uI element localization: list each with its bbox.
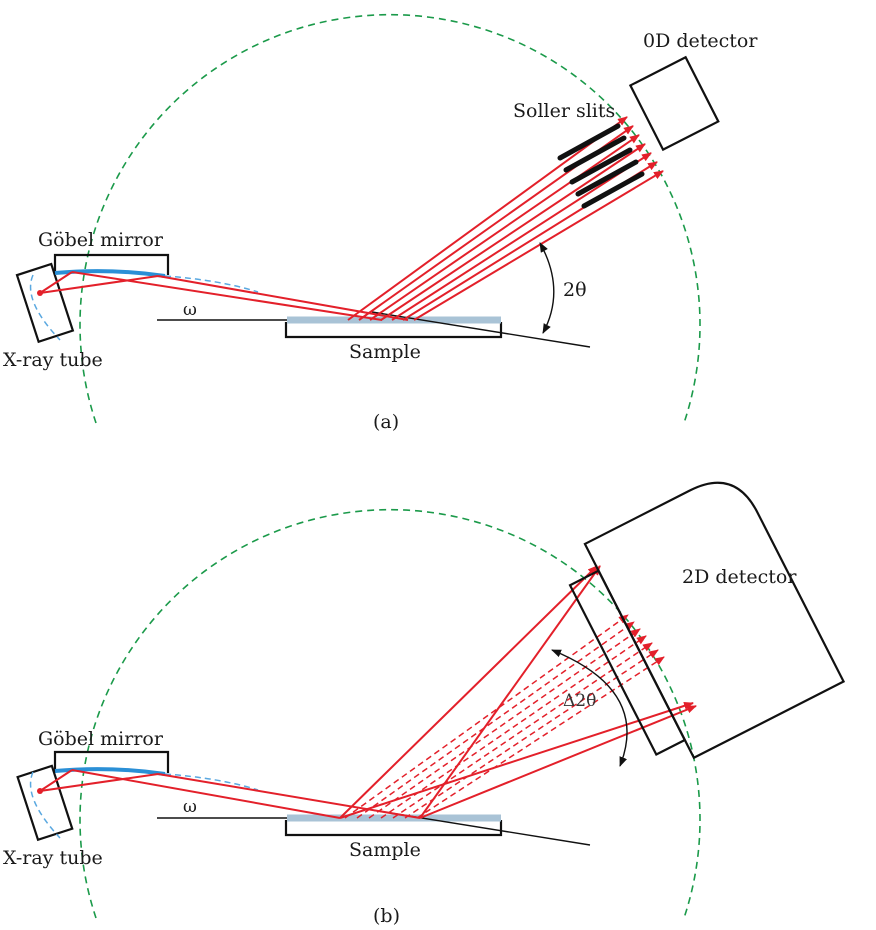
diffracted-beam-a-4 xyxy=(380,143,646,321)
diffracted-beams-a xyxy=(347,116,664,321)
zero-d-detector xyxy=(628,55,720,152)
xray-tube-label-b: X-ray tube xyxy=(3,847,103,869)
incident-beam-a-2 xyxy=(39,275,159,294)
xray-tube-label-a: X-ray tube xyxy=(3,349,103,371)
incident-beam-a-3 xyxy=(71,271,383,321)
mirror-ellipse-dash-b xyxy=(164,773,259,791)
diffracted-beams-b-dashed xyxy=(344,614,665,819)
incident-beam-b-1 xyxy=(39,769,73,792)
tube-focus-curve-b xyxy=(29,771,61,839)
panel-a: 0D detector Soller slits Göbel mirror X-… xyxy=(3,13,758,433)
xray-tube-a xyxy=(15,262,75,344)
sample-label-b: Sample xyxy=(349,839,421,861)
incident-beam-a-1 xyxy=(39,271,73,294)
goniometer-circle-b xyxy=(79,508,701,919)
omega-label-a: ω xyxy=(183,300,197,320)
incident-beam-b-2 xyxy=(39,773,159,792)
goebel-mirror-label-a: Göbel mirror xyxy=(38,229,164,251)
soller-slit-blade-3 xyxy=(569,147,633,185)
goebel-mirror-housing-b xyxy=(53,750,170,773)
sample-label-a: Sample xyxy=(349,341,421,363)
caption-a: (a) xyxy=(373,411,399,433)
diffracted-ray-b-2 xyxy=(419,565,601,819)
soller-slit-blade-5 xyxy=(581,171,645,209)
omega-label-b: ω xyxy=(183,797,197,817)
sample-stage-b xyxy=(284,820,503,837)
goebel-mirror-a xyxy=(54,269,166,278)
delta-two-theta-label: Δ2θ xyxy=(563,691,596,711)
two-d-detector xyxy=(568,481,846,760)
diffracted-dashed-beam-b-4 xyxy=(380,635,647,819)
diffracted-ray-b-4 xyxy=(419,705,697,819)
goniometer-circle-a xyxy=(79,13,701,424)
diffracted-ray-b-3 xyxy=(339,701,694,819)
diffracted-ray-b-1 xyxy=(339,565,598,819)
soller-slit-blade-4 xyxy=(575,159,639,197)
incident-beam-b-4 xyxy=(157,773,421,819)
zero-d-detector-label: 0D detector xyxy=(643,30,758,52)
tube-focus-curve-a xyxy=(29,274,61,341)
incident-beam-b-3 xyxy=(71,769,341,819)
goebel-mirror-b xyxy=(54,767,166,776)
diffracted-beam-a-3 xyxy=(369,134,640,321)
goebel-mirror-label-b: Göbel mirror xyxy=(38,728,164,750)
two-theta-label: 2θ xyxy=(563,279,587,301)
sample-stage-a xyxy=(284,322,503,339)
diffracted-beam-a-1 xyxy=(347,116,628,321)
caption-b: (b) xyxy=(373,905,400,927)
xray-tube-b xyxy=(16,764,74,842)
soller-slits-a xyxy=(557,123,645,209)
mirror-ellipse-dash-a xyxy=(164,275,259,293)
incident-beam-a-4 xyxy=(157,275,409,321)
diffracted-dashed-beam-b-1 xyxy=(344,614,629,819)
two-theta-arc-a xyxy=(539,242,555,334)
panel-b: 2D detector Göbel mirror X-ray tube Samp… xyxy=(3,481,846,927)
diffracted-dashed-beam-b-2 xyxy=(356,621,635,819)
two-d-detector-label: 2D detector xyxy=(682,566,797,588)
diffracted-beam-a-5 xyxy=(391,152,652,321)
goebel-mirror-housing-a xyxy=(53,253,170,275)
diffracted-dashed-beam-b-6 xyxy=(404,649,659,819)
soller-slits-label: Soller slits xyxy=(513,100,615,122)
delta-two-theta-arc xyxy=(551,649,628,767)
soller-slit-blade-2 xyxy=(563,135,627,173)
soller-slit-blade-1 xyxy=(557,123,621,161)
diffracted-beam-a-7 xyxy=(413,170,664,321)
